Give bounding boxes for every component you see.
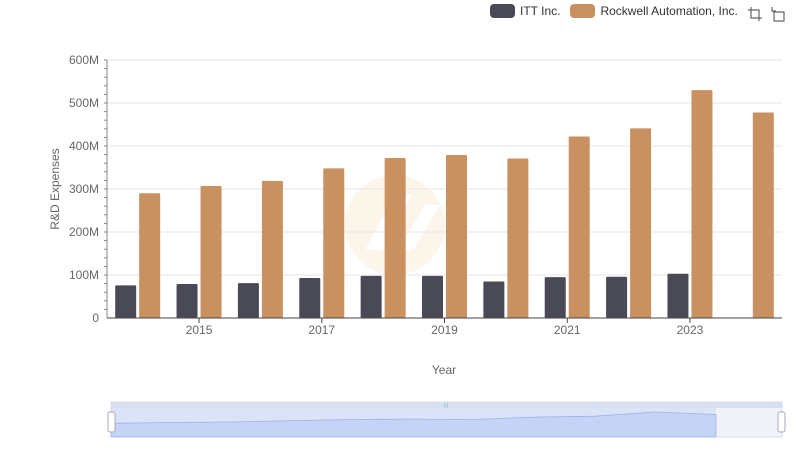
bar-rockwell-2023[interactable] [691, 90, 713, 318]
bar-itt-2020[interactable] [483, 281, 505, 318]
bars [115, 90, 774, 319]
slider-top-bar[interactable] [111, 402, 782, 408]
legend-item-rockwell[interactable]: Rockwell Automation, Inc. [570, 4, 738, 18]
legend: ITT Inc. Rockwell Automation, Inc. [490, 4, 748, 18]
bar-itt-2017[interactable] [299, 278, 321, 318]
data-zoom-slider[interactable]: ||| [107, 401, 786, 438]
bar-rockwell-2020[interactable] [507, 158, 529, 318]
x-axis-title: Year [432, 363, 456, 377]
legend-label-rockwell: Rockwell Automation, Inc. [600, 4, 738, 18]
y-axis: 0 100M 200M 300M 400M 500M 600M [69, 53, 108, 325]
legend-swatch-itt [490, 4, 515, 18]
bar-rockwell-2024[interactable] [752, 112, 774, 319]
slider-selection [111, 408, 716, 437]
x-axis: 2015 2017 2019 2021 2023 [107, 317, 782, 337]
y-tick-label: 0 [92, 311, 99, 325]
bar-rockwell-2021[interactable] [568, 136, 590, 318]
y-tick-label: 500M [69, 96, 99, 110]
y-axis-title: R&D Expenses [48, 148, 62, 229]
bar-rockwell-2015[interactable] [200, 185, 222, 318]
bar-itt-2023[interactable] [667, 273, 689, 318]
bar-itt-2022[interactable] [606, 276, 628, 318]
zoom-icon[interactable] [747, 6, 763, 22]
toolbox [747, 6, 787, 22]
bar-itt-2014[interactable] [115, 285, 137, 318]
bar-itt-2021[interactable] [544, 277, 566, 318]
slider-handle-right[interactable] [777, 411, 786, 433]
legend-swatch-rockwell [570, 4, 596, 18]
bar-itt-2018[interactable] [360, 275, 382, 318]
restore-icon[interactable] [771, 6, 787, 22]
x-tick-label: 2017 [308, 323, 335, 337]
x-tick-label: 2015 [186, 323, 213, 337]
legend-label-itt: ITT Inc. [520, 4, 561, 18]
x-tick-label: 2023 [677, 323, 704, 337]
bar-itt-2019[interactable] [422, 275, 443, 318]
slider-top-handle[interactable]: ||| [444, 403, 448, 409]
y-tick-label: 600M [69, 53, 99, 67]
bar-itt-2015[interactable] [176, 284, 198, 318]
bar-rockwell-2014[interactable] [139, 193, 161, 318]
slider-handle-left[interactable] [107, 411, 116, 433]
y-tick-label: 400M [69, 139, 99, 153]
bar-rockwell-2019[interactable] [446, 155, 467, 318]
bar-rockwell-2022[interactable] [630, 128, 652, 318]
bar-rockwell-2017[interactable] [323, 168, 345, 318]
y-tick-label: 100M [69, 268, 99, 282]
y-tick-label: 200M [69, 225, 99, 239]
y-tick-label: 300M [69, 182, 99, 196]
bar-rockwell-2016[interactable] [261, 180, 283, 318]
slider-data-shadow [110, 411, 717, 438]
x-tick-label: 2019 [431, 323, 458, 337]
legend-item-itt[interactable]: ITT Inc. [490, 4, 560, 18]
bar-rockwell-2018[interactable] [384, 158, 406, 318]
bar-itt-2016[interactable] [237, 283, 259, 318]
x-tick-label: 2021 [554, 323, 581, 337]
